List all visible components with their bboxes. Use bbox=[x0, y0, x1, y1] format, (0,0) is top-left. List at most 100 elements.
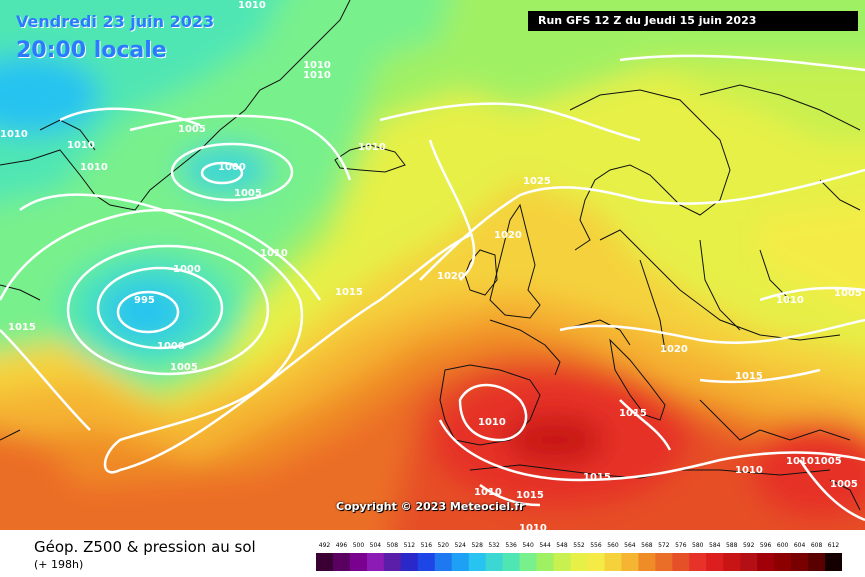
isobar-label-1015-west-edge: 1015 bbox=[8, 322, 36, 333]
isobar-label-1010-sahara: 1010 bbox=[519, 523, 547, 530]
scale-tick-label: 548 bbox=[556, 542, 568, 549]
isobar-label-1005-low-south: 1005 bbox=[170, 362, 198, 373]
scale-tick-label: 500 bbox=[353, 542, 365, 549]
isobar-label-1010-east: 1010 bbox=[776, 295, 804, 306]
isobar-label-1020-uk: 1020 bbox=[494, 230, 522, 241]
scale-tick-label: 564 bbox=[624, 542, 636, 549]
scale-tick-label: 592 bbox=[743, 542, 755, 549]
scale-tick-label: 560 bbox=[607, 542, 619, 549]
forecast-date: Vendredi 23 juin 2023 bbox=[16, 12, 215, 31]
scale-swatch bbox=[706, 553, 724, 571]
scale-tick-label: 512 bbox=[404, 542, 416, 549]
scale-tick-label: 504 bbox=[370, 542, 382, 549]
scale-swatch bbox=[672, 553, 690, 571]
isobar-label-1020-alps: 1020 bbox=[660, 344, 688, 355]
isobar-label-1010-greenland-b: 1010 bbox=[303, 70, 331, 81]
scale-swatch bbox=[366, 553, 385, 571]
isobar-label-1010-atlantic: 1010 bbox=[260, 248, 288, 259]
isobar-labels: 1010101010101010101010101005100010051010… bbox=[0, 0, 862, 530]
scale-tick-label: 524 bbox=[455, 542, 467, 549]
isobar-label-1005-east-edge: 1005 bbox=[834, 288, 862, 299]
isobar-label-995-low-center: 995 bbox=[134, 295, 155, 306]
scale-swatch bbox=[349, 553, 368, 571]
scale-tick-label: 552 bbox=[573, 542, 585, 549]
scale-tick-label: 596 bbox=[760, 542, 772, 549]
color-scale-swatches bbox=[316, 553, 842, 571]
scale-swatch bbox=[434, 553, 453, 571]
isobar-label-1010-west-a: 1010 bbox=[67, 140, 95, 151]
scale-swatch bbox=[383, 553, 402, 571]
isobar-label-1000-low-north: 1000 bbox=[218, 162, 246, 173]
isobar-label-1015-italy: 1015 bbox=[619, 408, 647, 419]
scale-tick-label: 492 bbox=[319, 542, 331, 549]
geopotential-map: 1010101010101010101010101005100010051010… bbox=[0, 0, 865, 530]
isobar-label-1000-low-main: 1000 bbox=[173, 264, 201, 275]
scale-tick-label: 528 bbox=[471, 542, 483, 549]
color-scale-ticks: 492 496 500 504 508 512 516 520 524 528 532 536 540 5… bbox=[319, 542, 840, 549]
scale-swatch bbox=[740, 553, 758, 571]
isobar-label-1015-morocco: 1015 bbox=[516, 490, 544, 501]
isobar-label-1015-med: 1015 bbox=[583, 472, 611, 483]
scale-tick-label: 572 bbox=[658, 542, 670, 549]
scale-swatch bbox=[485, 553, 504, 571]
z500-color-field bbox=[0, 0, 865, 530]
scale-tick-label: 580 bbox=[692, 542, 704, 549]
isobar-label-1005-north: 1005 bbox=[178, 124, 206, 135]
isobar-label-1010-morocco: 1010 bbox=[474, 487, 502, 498]
scale-tick-label: 576 bbox=[675, 542, 687, 549]
scale-swatch bbox=[723, 553, 741, 571]
isobar-label-1005-se: 1005 bbox=[830, 479, 858, 490]
scale-tick-label: 516 bbox=[421, 542, 433, 549]
forecast-local-time: 20:00 locale bbox=[16, 38, 167, 63]
isobar-label-1010-spain: 1010 bbox=[478, 417, 506, 428]
isobar-label-1015-balkans: 1015 bbox=[735, 371, 763, 382]
isobar-lines bbox=[0, 54, 865, 522]
scale-swatch bbox=[689, 553, 707, 571]
copyright-notice: Copyright © 2023 Meteociel.fr bbox=[336, 500, 525, 513]
isobar-label-1010-1005-turkey: 10101005 bbox=[786, 456, 842, 467]
scale-tick-label: 588 bbox=[726, 542, 738, 549]
scale-tick-label: 520 bbox=[438, 542, 450, 549]
scale-tick-label: 568 bbox=[641, 542, 653, 549]
isobar-label-1010-top: 1010 bbox=[238, 0, 266, 11]
scale-tick-label: 556 bbox=[590, 542, 602, 549]
scale-swatch bbox=[553, 553, 572, 571]
scale-swatch bbox=[774, 553, 792, 571]
chart-variable-title: Géop. Z500 & pression au sol bbox=[34, 538, 256, 556]
scale-tick-label: 532 bbox=[488, 542, 500, 549]
scale-tick-label: 540 bbox=[522, 542, 534, 549]
isobar-label-1010-greenland-a: 1010 bbox=[303, 60, 331, 71]
scale-tick-label: 604 bbox=[794, 542, 806, 549]
scale-swatch bbox=[587, 553, 605, 571]
isobar-label-1000-low-south: 1000 bbox=[157, 341, 185, 352]
scale-swatch bbox=[808, 553, 826, 571]
scale-swatch bbox=[316, 553, 334, 571]
scale-tick-label: 608 bbox=[811, 542, 823, 549]
scale-tick-label: 536 bbox=[505, 542, 517, 549]
scale-tick-label: 508 bbox=[387, 542, 399, 549]
scale-tick-label: 544 bbox=[539, 542, 551, 549]
scale-tick-label: 584 bbox=[709, 542, 721, 549]
scale-swatch bbox=[757, 553, 775, 571]
isobar-label-1005-low-north: 1005 bbox=[234, 188, 262, 199]
scale-tick-label: 600 bbox=[777, 542, 789, 549]
forecast-lead-time: (+ 198h) bbox=[34, 558, 84, 571]
scale-swatch bbox=[570, 553, 588, 571]
model-run-label: Run GFS 12 Z du Jeudi 15 juin 2023 bbox=[528, 11, 858, 31]
isobar-label-1020-ireland: 1020 bbox=[437, 271, 465, 282]
scale-swatch bbox=[655, 553, 673, 571]
scale-swatch bbox=[400, 553, 419, 571]
scale-swatch bbox=[502, 553, 521, 571]
scale-swatch bbox=[825, 553, 842, 571]
scale-swatch bbox=[791, 553, 809, 571]
scale-tick-label: 496 bbox=[336, 542, 348, 549]
scale-swatch bbox=[417, 553, 436, 571]
isobar-label-1010-left-edge: 1010 bbox=[0, 129, 28, 140]
color-scale-legend: 492 496 500 504 508 512 516 520 524 528 532 536 540 5… bbox=[316, 542, 842, 571]
scale-swatch bbox=[519, 553, 538, 571]
isobar-label-1010-west-b: 1010 bbox=[80, 162, 108, 173]
isobar-label-1010-iceland: 1010 bbox=[358, 142, 386, 153]
scale-swatch bbox=[604, 553, 622, 571]
isobar-label-1010-greece: 1010 bbox=[735, 465, 763, 476]
